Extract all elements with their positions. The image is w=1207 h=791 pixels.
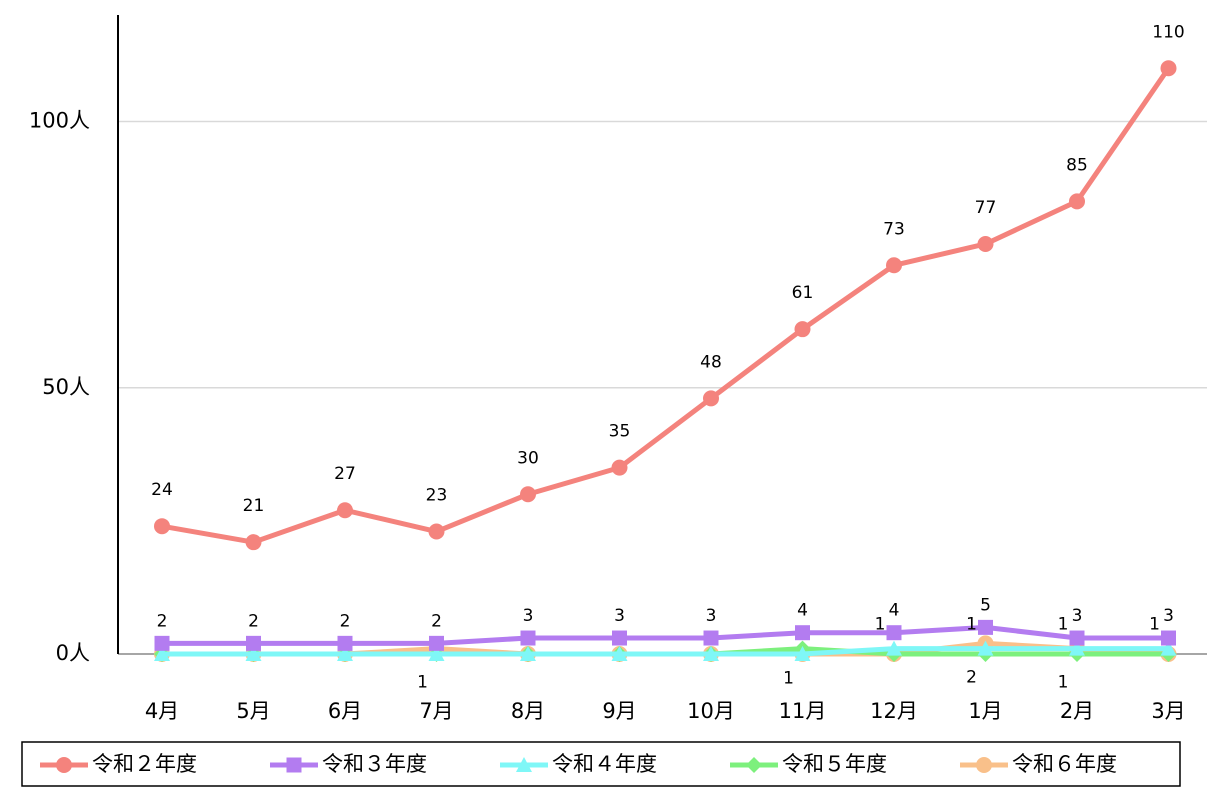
data-point [1161,630,1176,646]
x-tick-label: 10月 [687,699,735,723]
data-label: 2 [431,611,442,631]
data-point [886,625,902,641]
data-point [886,640,902,656]
data-point [154,646,170,661]
data-label: 2 [248,611,259,631]
data-label: 77 [975,198,997,218]
data-label: 2 [157,611,168,631]
data-label: 3 [614,606,625,626]
data-point [1069,193,1085,210]
data-point [611,646,628,661]
data-point [337,502,353,519]
data-label: 1 [875,615,886,635]
data-point [795,625,810,641]
data-label: 24 [151,480,173,500]
legend-marker [516,757,532,772]
x-tick-label: 4月 [145,699,179,723]
series-line [162,624,1169,646]
data-label: 1 [783,669,794,689]
x-tick-label: 1月 [968,699,1002,723]
data-point [703,390,719,407]
legend-label: 令和３年度 [322,752,427,776]
data-point [1069,640,1085,656]
x-tick-label: 8月 [511,699,545,723]
data-point [794,646,811,661]
data-point [429,635,444,651]
data-point [978,619,993,635]
data-label: 1 [1058,615,1069,635]
data-point [154,635,170,651]
x-tick-label: 3月 [1151,699,1185,723]
legend-marker [56,757,72,773]
legend-label: 令和２年度 [92,752,197,776]
data-label: 2 [340,611,351,631]
data-label: 1 [966,615,977,635]
legend-label: 令和４年度 [552,752,657,776]
data-point [245,534,262,551]
data-label: 4 [797,601,808,621]
series-line [162,646,1169,657]
x-tick-label: 6月 [328,699,362,723]
y-tick-label: 50人 [42,375,90,399]
data-label: 3 [1163,606,1174,626]
x-tick-label: 12月 [870,699,918,723]
data-label: 85 [1066,155,1088,175]
data-point [520,646,536,661]
data-point [977,640,994,656]
data-point [612,630,627,646]
legend-marker [286,757,302,773]
x-tick-label: 11月 [779,699,827,723]
data-point [428,646,445,661]
data-label: 2 [966,667,977,687]
data-point [1069,630,1085,646]
data-point [245,646,262,661]
data-point [337,646,353,661]
x-tick-label: 5月 [236,699,270,723]
data-point [977,235,994,252]
data-point [611,459,628,476]
data-label: 23 [426,486,448,506]
data-point [246,635,261,651]
data-label: 35 [609,422,631,442]
data-label: 3 [706,606,717,626]
legend-label: 令和５年度 [782,752,887,776]
y-tick-label: 0人 [56,641,90,665]
data-point [520,486,536,503]
legend-label: 令和６年度 [1012,752,1117,776]
legend-marker [746,757,762,773]
x-tick-label: 7月 [419,699,453,723]
data-label: 30 [517,448,539,468]
data-label: 73 [883,219,905,239]
data-point [428,523,445,540]
data-label: 4 [889,601,900,621]
data-label: 21 [243,496,265,516]
data-label: 1 [417,673,428,693]
data-point [886,257,902,274]
data-label: 3 [523,606,534,626]
legend-marker [976,757,992,773]
data-label: 61 [792,283,814,303]
x-tick-label: 9月 [602,699,636,723]
data-point [1160,60,1177,77]
data-label: 110 [1152,22,1184,42]
data-point [1160,640,1177,656]
data-label: 1 [1149,615,1160,635]
data-point [703,630,719,646]
x-tick-label: 2月 [1060,699,1094,723]
data-label: 48 [700,352,722,372]
data-point [520,630,536,646]
y-tick-label: 100人 [29,109,90,133]
data-label: 1 [1058,673,1069,693]
data-label: 5 [980,595,991,615]
data-point [154,518,170,535]
data-point [794,321,811,338]
data-point [703,646,719,661]
data-label: 3 [1072,606,1083,626]
series-line [161,66,1171,545]
data-label: 27 [334,464,356,484]
data-point [337,635,353,651]
